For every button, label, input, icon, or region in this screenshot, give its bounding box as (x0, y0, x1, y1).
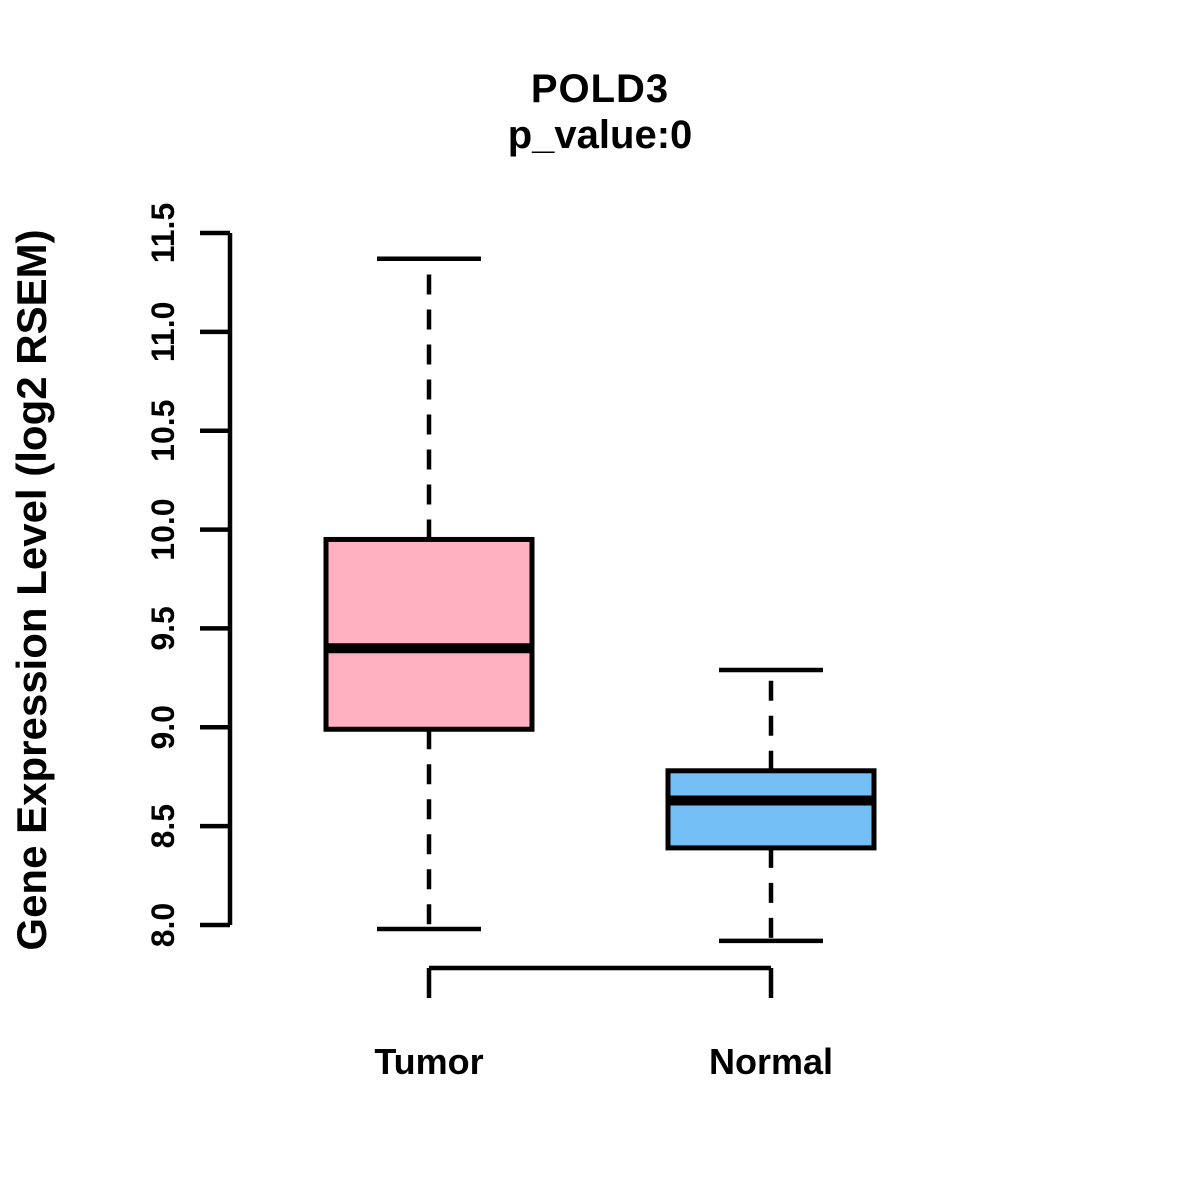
y-tick-label: 11.5 (145, 203, 181, 264)
iqr-box-normal (665, 768, 877, 851)
x-category-label-tumor: Tumor (374, 1041, 483, 1082)
chart-subtitle: p_value:0 (507, 113, 693, 157)
y-tick-label: 8.5 (145, 804, 181, 848)
y-tick-label: 10.0 (145, 498, 181, 560)
y-tick-label: 11.0 (145, 302, 181, 363)
iqr-box-tumor (323, 536, 535, 732)
x-category-label-normal: Normal (709, 1041, 833, 1082)
y-tick-label: 8.0 (145, 903, 181, 947)
chart-title: POLD3 (530, 67, 670, 111)
y-tick-label: 9.5 (145, 606, 181, 650)
title-block: POLD3 p_value:0 (0, 66, 1200, 158)
y-tick-label: 9.0 (145, 705, 181, 749)
y-tick-label: 10.5 (145, 400, 181, 462)
